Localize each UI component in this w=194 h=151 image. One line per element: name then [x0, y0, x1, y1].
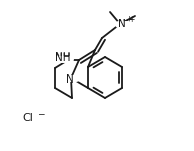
Text: Cl: Cl: [23, 113, 33, 123]
Text: N: N: [66, 75, 74, 85]
Text: NH: NH: [55, 53, 71, 63]
Text: N: N: [66, 74, 74, 84]
Text: +: +: [128, 16, 134, 24]
Text: +: +: [126, 14, 133, 24]
Text: N: N: [118, 19, 126, 29]
Text: −: −: [37, 109, 45, 119]
Text: NH: NH: [55, 52, 71, 62]
Text: N: N: [118, 19, 126, 29]
